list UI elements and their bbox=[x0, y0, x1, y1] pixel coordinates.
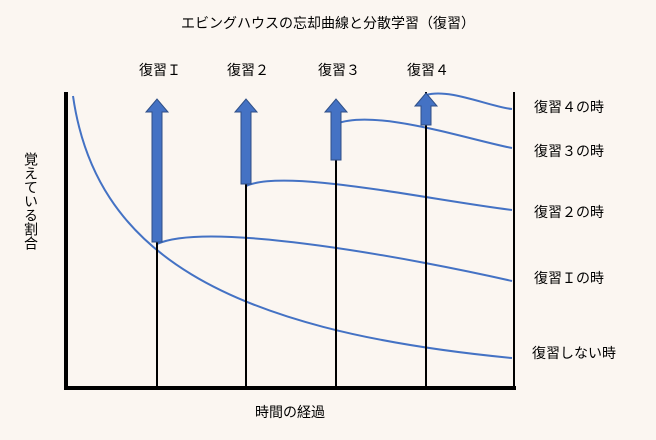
review-arrow-4 bbox=[413, 92, 439, 126]
curve-review-3 bbox=[335, 118, 513, 149]
x-axis-label: 時間の経過 bbox=[255, 405, 325, 421]
review-arrow-2 bbox=[233, 98, 259, 185]
curve-label-review-1: 復習Ｉの時 bbox=[534, 270, 604, 287]
review-arrow-3 bbox=[323, 98, 349, 161]
curve-review-4 bbox=[425, 92, 513, 110]
review-label-4: 復習４ bbox=[407, 62, 449, 79]
curve-review-2 bbox=[245, 179, 513, 211]
review-label-3: 復習３ bbox=[318, 62, 360, 79]
diagram-title: エビングハウスの忘却曲線と分散学習（復習） bbox=[181, 15, 475, 32]
curve-label-no-review: 復習しない時 bbox=[532, 345, 616, 362]
curve-label-review-2: 復習２の時 bbox=[534, 204, 604, 221]
curve-review-1 bbox=[156, 235, 513, 282]
y-axis-label: 覚えている割合 bbox=[22, 152, 38, 250]
review-arrow-1 bbox=[144, 98, 170, 243]
review-label-2: 復習２ bbox=[227, 62, 269, 79]
curve-label-review-4: 復習４の時 bbox=[534, 99, 604, 116]
curve-label-review-3: 復習３の時 bbox=[534, 143, 604, 160]
curve-no-review bbox=[72, 95, 513, 359]
review-label-1: 復習Ｉ bbox=[139, 62, 181, 79]
